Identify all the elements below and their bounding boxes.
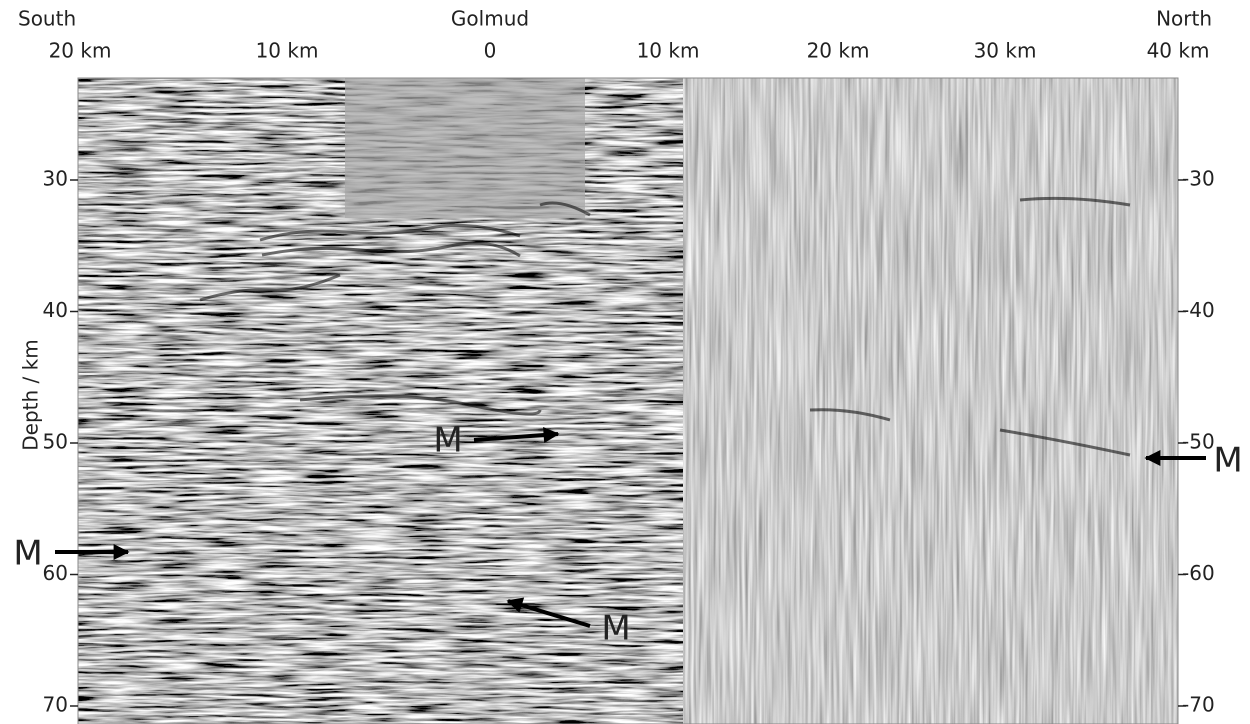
- y-tick-label-right: -60: [1182, 561, 1215, 585]
- distance-label: 10 km: [637, 39, 700, 63]
- south-label: South: [18, 7, 76, 31]
- distance-labels: 20 km 10 km 0 10 km 20 km 30 km 40 km: [49, 39, 1210, 63]
- distance-label: 20 km: [807, 39, 870, 63]
- y-tick-label: 30: [43, 167, 68, 191]
- distance-label: 30 km: [974, 39, 1037, 63]
- moho-label: M: [601, 609, 630, 649]
- seismic-north: [683, 78, 1178, 724]
- moho-label: M: [433, 421, 462, 461]
- distance-label: 40 km: [1147, 39, 1210, 63]
- y-tick-label-right: -70: [1182, 693, 1215, 717]
- y-tick-label-right: -50: [1182, 430, 1215, 454]
- distance-label: 10 km: [256, 39, 319, 63]
- quiet-zone: [345, 78, 585, 218]
- y-tick-label: 50: [43, 430, 68, 454]
- y-tick-label: 70: [43, 693, 68, 717]
- y-axis-title: Depth / km: [19, 339, 43, 450]
- north-label: North: [1156, 7, 1212, 31]
- center-label: Golmud: [451, 7, 529, 31]
- y-tick-label: 60: [43, 561, 68, 585]
- figure: South Golmud North 20 km10 km010 km20 km…: [0, 0, 1250, 724]
- y-tick-label-right: -40: [1182, 298, 1215, 322]
- y-tick-label: 40: [43, 298, 68, 322]
- distance-label: 20 km: [49, 39, 112, 63]
- y-tick-label-right: -30: [1182, 167, 1215, 191]
- distance-label: 0: [484, 39, 497, 63]
- moho-label: M: [1213, 441, 1242, 481]
- moho-label: M: [13, 534, 42, 574]
